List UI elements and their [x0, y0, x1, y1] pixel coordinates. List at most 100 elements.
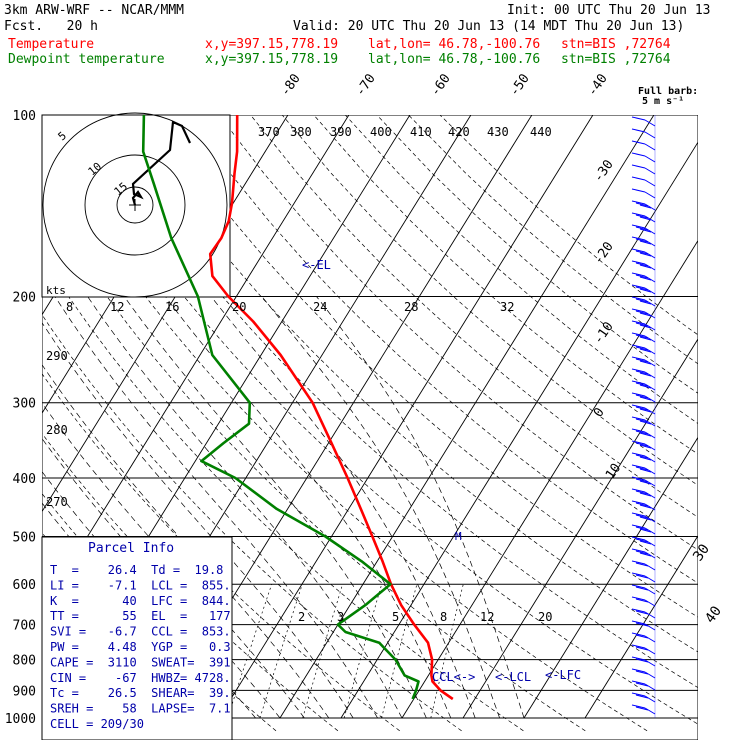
barb-flag	[635, 454, 649, 459]
barb-flag	[631, 680, 646, 685]
wind-barb	[631, 476, 656, 487]
wind-barb	[631, 608, 656, 619]
barb-shaft	[644, 551, 656, 559]
hodograph-frame	[41, 114, 231, 298]
barb-flag	[635, 538, 649, 543]
dewpoint-curve	[141, 115, 420, 700]
barb-flag	[639, 492, 652, 497]
temperature-scale-label: 8	[66, 300, 73, 314]
barb-flag	[631, 332, 646, 337]
barb-flag	[639, 552, 652, 557]
barb-flag	[631, 656, 646, 661]
legend-temperature-label: Temperature	[8, 37, 95, 52]
barb-flag	[635, 418, 649, 423]
barb-flag	[639, 336, 652, 341]
wind-barb	[631, 344, 656, 355]
barb-flag	[639, 444, 652, 449]
barb-flag	[631, 140, 646, 145]
parcel-info-row: SVI = -6.7 CCL = 853.	[50, 625, 231, 639]
wind-barb	[631, 464, 656, 475]
barb-flag	[635, 514, 649, 519]
wind-barb	[631, 416, 656, 427]
barb-flag	[635, 466, 649, 471]
theta-e-label: 400	[370, 125, 392, 139]
barb-flag	[631, 284, 646, 289]
barb-shaft	[644, 491, 656, 499]
barb-shaft	[644, 143, 656, 151]
wind-barb	[631, 572, 656, 583]
mixing-ratio-line	[430, 584, 464, 719]
valid-time: Valid: 20 UTC Thu 20 Jun 13 (14 MDT Thu …	[293, 19, 685, 34]
barb-shaft	[644, 443, 656, 451]
wind-barb	[631, 128, 656, 139]
barb-flag	[631, 116, 646, 121]
barb-flag	[639, 384, 652, 389]
isotherm-label: -50	[507, 71, 533, 99]
theta-e-label: 430	[487, 125, 509, 139]
barb-flag	[635, 370, 649, 375]
barb-flag	[635, 250, 649, 255]
moist-adiabat	[87, 296, 403, 719]
barb-flag	[635, 310, 649, 315]
wind-barb	[631, 284, 656, 295]
barb-flag	[639, 288, 652, 293]
barb-flag	[631, 668, 646, 673]
wind-barb	[631, 452, 656, 463]
barb-flag	[631, 704, 646, 709]
barb-shaft	[644, 503, 656, 511]
barb-flag	[631, 488, 646, 493]
barb-shaft	[644, 155, 656, 163]
barb-flag	[639, 264, 652, 269]
moist-adiabat	[123, 296, 427, 719]
temperature-scale-label: 12	[110, 300, 124, 314]
barb-flag	[639, 432, 652, 437]
annotation-lcl: <-LCL	[495, 670, 531, 684]
wind-barbs	[631, 115, 656, 718]
barb-flag	[631, 236, 646, 241]
legend-dewpoint-station: stn=BIS ,72764	[561, 52, 671, 67]
wind-barb	[631, 596, 656, 607]
barb-shaft	[644, 659, 656, 667]
parcel-info-row: SREH = 58 LAPSE= 7.1	[50, 702, 231, 716]
parcel-info-row: CELL = 209/30	[50, 717, 144, 731]
barb-flag	[631, 404, 646, 409]
wind-barb	[631, 584, 656, 595]
model-title: 3km ARW-WRF -- NCAR/MMM	[4, 3, 185, 18]
temperature-scale-label: 32	[500, 300, 514, 314]
parcel-info-row: CAPE = 3110 SWEAT= 391	[50, 655, 231, 669]
wind-barb	[631, 560, 656, 571]
hodograph-ring	[116, 186, 154, 224]
mixing-ratio-label: 5	[392, 610, 399, 624]
wind-barb	[631, 500, 656, 511]
barb-shaft	[644, 227, 656, 235]
dry-adiabat	[42, 373, 400, 732]
barb-flag	[635, 622, 649, 627]
barb-shaft	[644, 383, 656, 391]
pressure-tick-label: 200	[13, 291, 36, 306]
barb-shaft	[644, 671, 656, 679]
barb-flag	[635, 286, 649, 291]
barb-flag	[631, 524, 646, 529]
wind-barb	[631, 680, 656, 691]
barb-flag	[631, 356, 646, 361]
legend-temperature-xy: x,y=397.15,778.19	[205, 37, 339, 52]
barb-shaft	[644, 431, 656, 439]
barb-shaft	[644, 299, 656, 307]
wind-barb	[631, 668, 656, 679]
wind-barb	[631, 692, 656, 703]
barb-flag	[639, 252, 652, 257]
theta-e-label: 390	[330, 125, 352, 139]
barb-shaft	[644, 215, 656, 223]
sounding-curves	[141, 115, 454, 701]
barb-shaft	[644, 323, 656, 331]
barb-flag	[635, 694, 649, 699]
wind-barb	[631, 428, 656, 439]
barb-shaft	[644, 191, 656, 199]
isotherm	[462, 338, 698, 719]
barb-shaft	[644, 419, 656, 427]
theta-e-label: 440	[530, 125, 552, 139]
sounding-marker: M	[455, 530, 462, 543]
barb-flag	[631, 188, 646, 193]
barb-flag	[631, 692, 646, 697]
